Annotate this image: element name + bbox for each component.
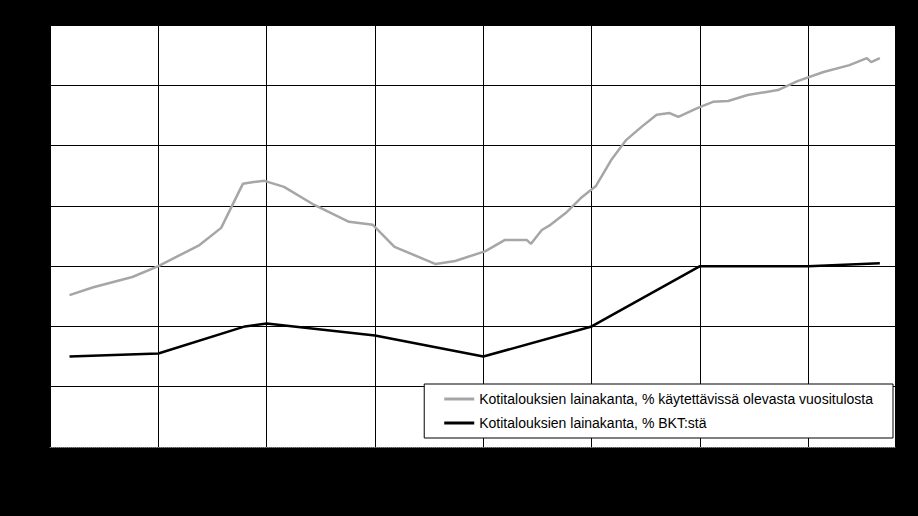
- svg-text:Kotitalouksien lainakanta, % k: Kotitalouksien lainakanta, % käytettävis…: [479, 391, 873, 407]
- svg-text:Kotitalouksien lainakanta, % B: Kotitalouksien lainakanta, % BKT:stä: [479, 415, 706, 431]
